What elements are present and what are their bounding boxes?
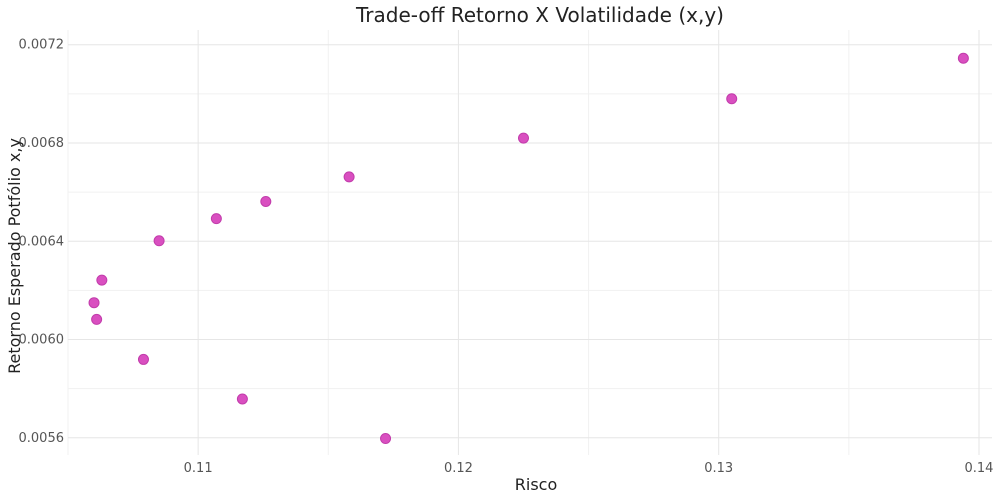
y-tick-label: 0.0072 (19, 38, 65, 53)
chart-title: Trade-off Retorno X Volatilidade (x,y) (355, 3, 724, 27)
data-point (517, 132, 529, 144)
x-tick-label: 0.14 (965, 461, 994, 476)
y-axis-ticks: 0.0056 0.0060 0.0064 0.0068 0.0072 (19, 38, 65, 446)
y-tick-label: 0.0060 (19, 333, 65, 348)
data-point (726, 93, 738, 105)
data-point (91, 313, 103, 325)
data-points (88, 52, 969, 445)
y-tick-label: 0.0068 (19, 136, 65, 151)
data-point (210, 213, 222, 225)
data-point (96, 274, 108, 286)
x-tick-label: 0.11 (184, 461, 213, 476)
data-point (236, 393, 248, 405)
data-point (260, 195, 272, 207)
x-tick-label: 0.13 (704, 461, 733, 476)
x-axis-ticks: 0.11 0.12 0.13 0.14 (184, 461, 994, 476)
grid-lines (67, 30, 992, 455)
y-tick-label: 0.0056 (19, 431, 65, 446)
x-tick-label: 0.12 (444, 461, 473, 476)
data-point (88, 297, 100, 309)
x-axis-label: Risco (515, 475, 557, 494)
data-point (380, 433, 392, 445)
data-point (137, 353, 149, 365)
data-point (957, 52, 969, 64)
data-point (153, 235, 165, 247)
y-axis-label: Retorno Esperado Potfólio x,y (5, 138, 24, 374)
data-point (343, 171, 355, 183)
y-tick-label: 0.0064 (19, 234, 65, 249)
